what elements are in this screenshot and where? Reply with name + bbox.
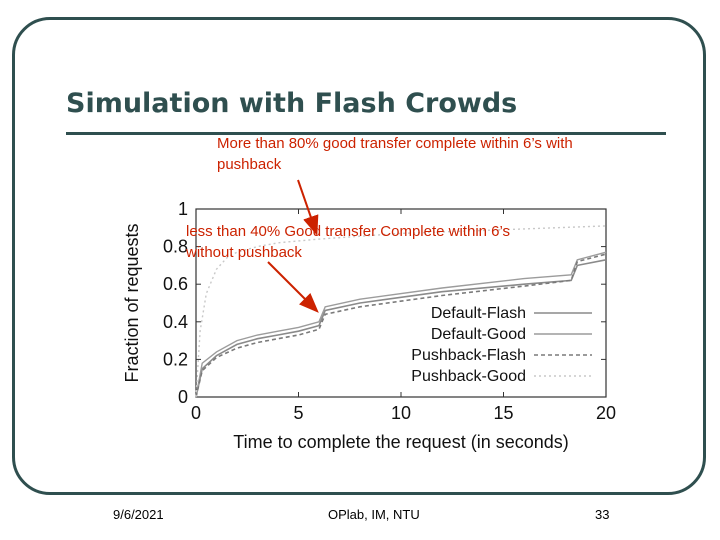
x-tick-label: 15 xyxy=(493,403,513,423)
legend-label: Default-Flash xyxy=(431,305,526,322)
annotation-with-pushback-line2: pushback xyxy=(217,156,282,173)
x-axis-label: Time to complete the request (in seconds… xyxy=(233,432,569,452)
plot-frame xyxy=(195,208,607,398)
y-tick-label: 0.6 xyxy=(163,274,188,294)
footer-org: OPlab, IM, NTU xyxy=(328,507,420,522)
legend-label: Pushback-Good xyxy=(411,368,526,385)
x-tick-label: 20 xyxy=(596,403,616,423)
legend-label: Pushback-Flash xyxy=(411,347,526,364)
title-underline xyxy=(66,132,666,135)
y-tick-label: 1 xyxy=(178,199,188,219)
annotation-with-pushback: More than 80% good transfer complete wit… xyxy=(217,133,573,175)
y-tick-label: 0.8 xyxy=(163,237,188,257)
y-tick-label: 0 xyxy=(178,387,188,407)
series-line-default-good xyxy=(195,251,607,398)
series-line-pushback-flash xyxy=(195,253,607,398)
slide-title: Simulation with Flash Crowds xyxy=(66,88,518,119)
annotation-with-pushback-line1: More than 80% good transfer complete wit… xyxy=(217,135,573,152)
annotation-without-pushback-line1: less than 40% Good transfer Complete wit… xyxy=(186,223,511,240)
footer-date: 9/6/2021 xyxy=(113,507,164,522)
legend-label: Default-Good xyxy=(431,326,526,343)
x-tick-label: 5 xyxy=(293,403,303,423)
y-axis-label: Fraction of requests xyxy=(122,223,142,382)
footer-page-number: 33 xyxy=(595,507,610,522)
x-tick-label: 0 xyxy=(191,403,201,423)
annotation-without-pushback: less than 40% Good transfer Complete wit… xyxy=(186,221,510,263)
series-line-pushback-good xyxy=(195,225,607,398)
x-tick-label: 10 xyxy=(391,403,411,423)
annotation-without-pushback-line2: without pushback xyxy=(186,244,302,261)
y-tick-label: 0.2 xyxy=(163,349,188,369)
y-tick-label: 0.4 xyxy=(163,312,188,332)
